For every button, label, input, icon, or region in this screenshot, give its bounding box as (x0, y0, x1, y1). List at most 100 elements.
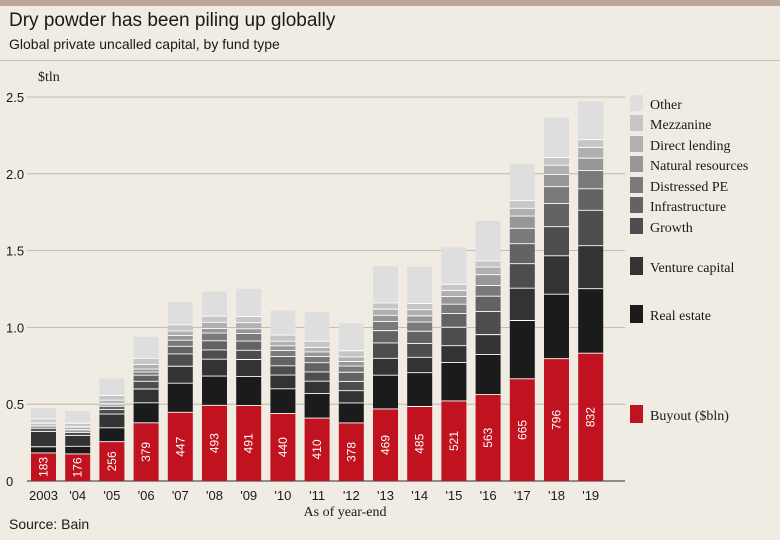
x-tick-label: '06 (138, 488, 155, 503)
bar-segment (202, 340, 227, 350)
x-tick-label: '04 (69, 488, 86, 503)
bar-segment (578, 353, 604, 481)
legend-label: Other (650, 98, 682, 113)
bar-stack: 440 (270, 310, 296, 481)
legend-item: Infrastructure (630, 197, 726, 215)
buyout-value-label: 256 (105, 451, 119, 471)
bar-stack: 491 (236, 288, 262, 481)
legend-swatch (630, 305, 643, 323)
x-tick-label: '09 (240, 488, 257, 503)
legend-label: Real estate (650, 309, 711, 324)
bar-segment (338, 381, 364, 391)
y-axis-unit-label: $tln (38, 70, 60, 85)
bar-segment (373, 342, 398, 359)
bar-stack: 493 (202, 291, 227, 481)
bar-segment (509, 228, 535, 244)
bar-segment (509, 243, 535, 264)
bar-stack: 796 (544, 117, 569, 481)
x-tick-label: 2003 (29, 488, 58, 503)
bar-segment (544, 157, 569, 166)
bar-segment (31, 426, 56, 429)
buyout-value-label: 491 (242, 433, 256, 453)
bar-segment (373, 375, 398, 409)
buyout-value-label: 796 (550, 410, 564, 430)
legend-item: Growth (630, 218, 693, 236)
bar-segment (338, 356, 364, 362)
bar-stack: 379 (133, 336, 159, 481)
legend-swatch (630, 115, 643, 131)
bar-segment (270, 413, 296, 481)
legend-label: Natural resources (650, 159, 748, 174)
bar-segment (475, 296, 501, 312)
bar-segment (236, 376, 262, 406)
bar-segment (441, 296, 467, 305)
bar-segment (65, 435, 91, 447)
bar-segment (270, 365, 296, 376)
x-tick-label: '14 (411, 488, 428, 503)
bar-stack: 447 (167, 301, 193, 481)
bar-segment (407, 315, 433, 323)
bar-segment (202, 291, 227, 317)
bar-segment (99, 403, 125, 405)
x-tick-label: '11 (309, 488, 325, 503)
bar-stack: 665 (509, 163, 535, 481)
bar-segment (31, 446, 56, 453)
legend-item: Mezzanine (630, 115, 711, 133)
bar-segment (544, 117, 569, 158)
bar-segment (407, 343, 433, 358)
bar-segment (31, 428, 56, 432)
bar-segment (578, 170, 604, 189)
bar-segment (65, 429, 91, 431)
bar-segment (202, 316, 227, 323)
bar-stack: 469 (373, 266, 398, 481)
buyout-value-label: 521 (447, 431, 461, 451)
top-accent-bar (0, 0, 780, 6)
bar-segment (133, 422, 159, 481)
bar-segment (544, 186, 569, 204)
bar-segment (373, 321, 398, 331)
buyout-value-label: 440 (276, 437, 290, 457)
bar-segment (407, 322, 433, 332)
bar-segment (133, 388, 159, 403)
bar-segment (270, 375, 296, 389)
bar-segment (270, 335, 296, 342)
bar-segment (99, 409, 125, 415)
legend-swatch (630, 257, 643, 275)
bar-segment (236, 341, 262, 351)
legend-item: Direct lending (630, 136, 730, 154)
bar-segment (578, 101, 604, 140)
bar-segment (509, 320, 535, 379)
bar-segment (373, 315, 398, 322)
bar-segment (544, 358, 569, 481)
bar-segment (441, 290, 467, 297)
buyout-value-label: 410 (310, 439, 324, 459)
bar-segment (65, 430, 91, 433)
bar-segment (65, 427, 91, 430)
bar-segment (304, 418, 330, 481)
bar-segment (31, 419, 56, 423)
bar-segment (236, 316, 262, 323)
bar-segment (544, 226, 569, 256)
legend-label: Venture capital (650, 261, 734, 276)
bar-segment (475, 260, 501, 268)
bar-segment (236, 288, 262, 317)
bar-segment (133, 372, 159, 376)
bar-segment (407, 372, 433, 407)
bar-stack: 378 (338, 323, 364, 481)
bar-stacks: 183 176 256 379 447 493 491 440 410 378 469 485 521 5… (31, 101, 604, 481)
bar-segment (304, 381, 330, 394)
bar-segment (407, 357, 433, 373)
bar-segment (373, 302, 398, 310)
bar-segment (133, 402, 159, 423)
x-tick-label: '16 (480, 488, 497, 503)
bar-segment (65, 410, 91, 424)
y-tick-label: 2.0 (6, 167, 24, 182)
bar-segment (509, 208, 535, 217)
bar-segment (407, 406, 433, 481)
x-axis-ticks: 2003 '04 '05 '06 '07 '08 '09 '10 '11 '12 '13 '14 '15… (29, 488, 599, 503)
bar-segment (270, 345, 296, 351)
buyout-value-label: 378 (344, 442, 358, 462)
bar-stack: 183 (31, 408, 56, 481)
bar-segment (441, 345, 467, 363)
